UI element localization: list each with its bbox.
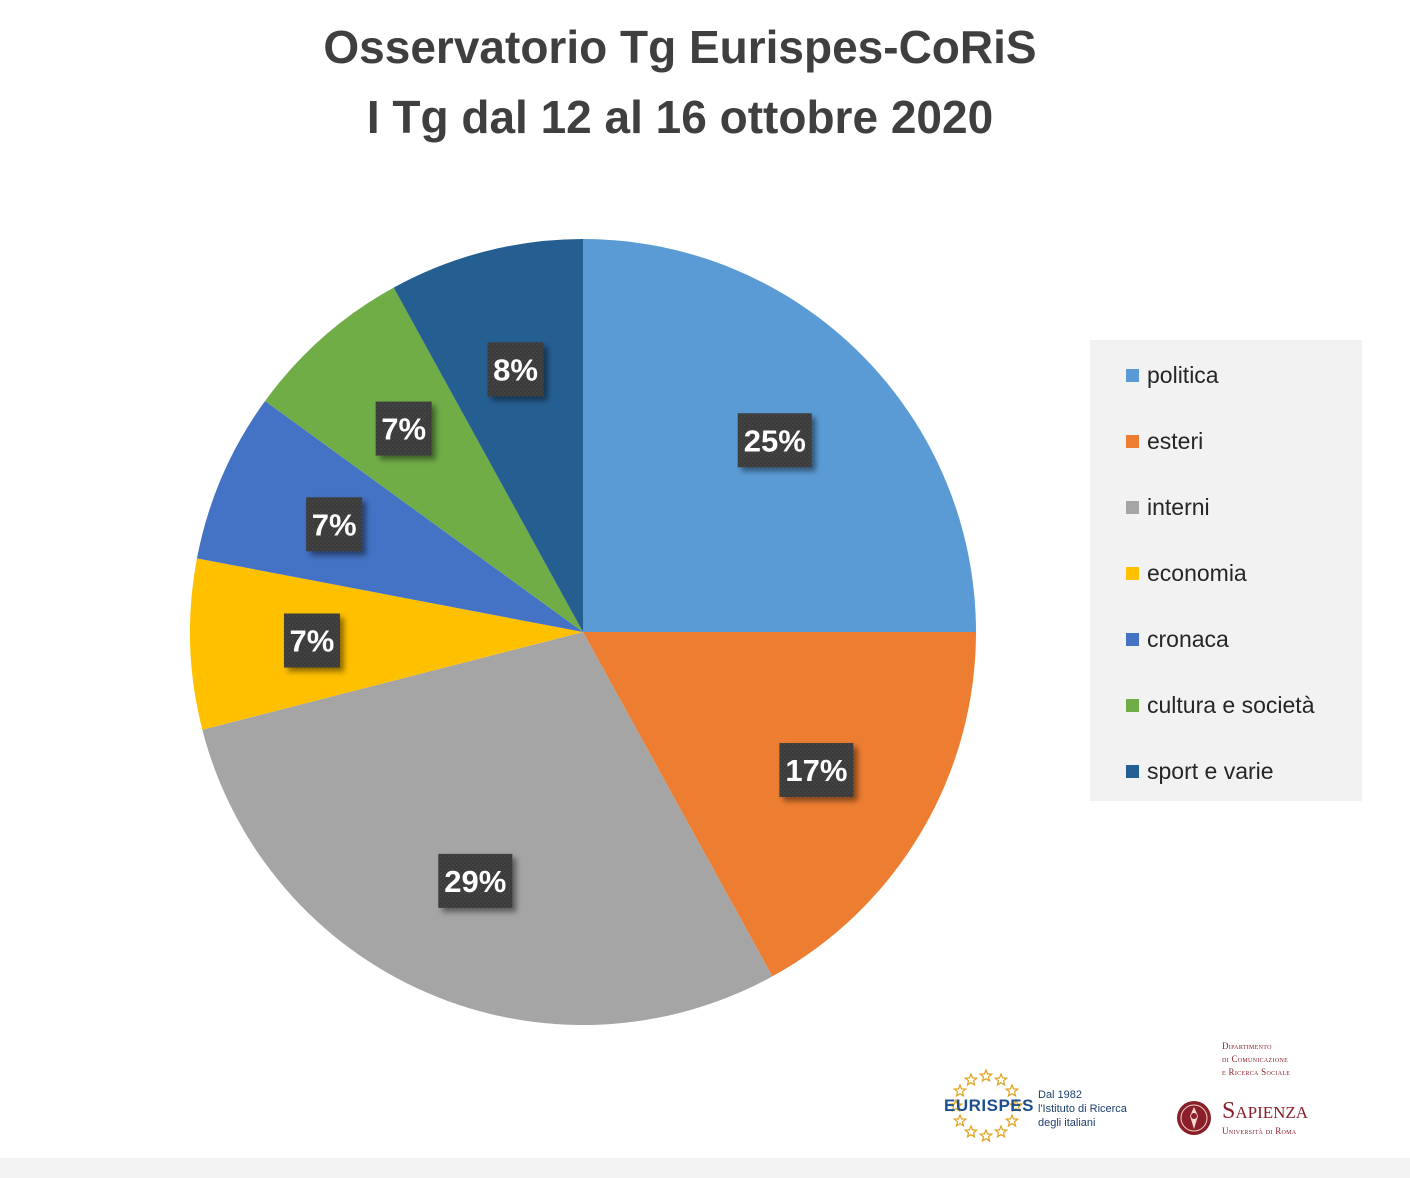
- sapienza-subtitle: Università di Roma: [1222, 1126, 1297, 1136]
- sapienza-wordmark: Sapienza: [1222, 1098, 1309, 1124]
- legend-label: interni: [1147, 493, 1210, 520]
- legend-label: cronaca: [1147, 625, 1229, 652]
- legend-label: sport e varie: [1147, 757, 1274, 784]
- star-icon: [1004, 1083, 1020, 1098]
- star-icon: [963, 1072, 979, 1087]
- legend-swatch: [1126, 368, 1139, 382]
- eurispes-tagline: Dal 1982 l'Istituto di Ricerca degli ita…: [1038, 1089, 1127, 1129]
- data-label-text: 7%: [381, 412, 426, 447]
- legend-label: esteri: [1147, 427, 1204, 454]
- legend-swatch: [1126, 500, 1139, 514]
- legend-item: interni: [1126, 492, 1210, 522]
- department-name: Dipartimento di Comunicazione e Ricerca …: [1222, 1041, 1291, 1077]
- star-icon: [993, 1072, 1009, 1087]
- legend-swatch: [1126, 434, 1139, 448]
- eurispes-stars-icon: [948, 1068, 1024, 1143]
- legend-item: economia: [1126, 558, 1247, 588]
- legend-item: cronaca: [1126, 624, 1229, 654]
- data-label: 29%: [438, 853, 513, 908]
- legend-label: cultura e società: [1147, 691, 1315, 718]
- legend-item: sport e varie: [1126, 756, 1274, 786]
- sapienza-logo: Dipartimento di Comunicazione e Ricerca …: [1172, 1040, 1342, 1150]
- pie-slice-economia: [190, 558, 583, 730]
- legend-swatch: [1126, 764, 1139, 778]
- data-label-text: 8%: [493, 352, 538, 387]
- data-label-box: [779, 743, 854, 798]
- data-label: 7%: [375, 401, 432, 456]
- data-label-box: [283, 613, 340, 668]
- eurispes-wordmark: EURISPES: [944, 1096, 1034, 1115]
- chart-title: Osservatorio Tg Eurispes-CoRiS: [323, 21, 1037, 73]
- data-label-text: 7%: [290, 624, 335, 659]
- data-label-text: 17%: [785, 753, 847, 788]
- legend-swatch: [1126, 566, 1139, 580]
- data-label-box: [737, 413, 812, 468]
- star-icon: [1008, 1098, 1024, 1113]
- legend-item: politica: [1126, 360, 1219, 390]
- pie-slice-cronaca: [196, 401, 583, 632]
- pie-slice-sport-e-varie: [393, 239, 583, 632]
- star-icon: [952, 1113, 968, 1128]
- data-label-text: 7%: [312, 507, 357, 542]
- data-label-box: [438, 853, 513, 908]
- legend-item: esteri: [1126, 426, 1203, 456]
- data-label: 17%: [779, 743, 854, 798]
- legend-label: economia: [1147, 559, 1247, 586]
- legend-item: cultura e società: [1126, 690, 1314, 720]
- star-icon: [1004, 1113, 1020, 1128]
- sapienza-seal-icon: [1177, 1101, 1211, 1135]
- data-label: 7%: [306, 497, 363, 552]
- data-label-box: [375, 401, 432, 456]
- chart-legend: politica esteri interni economia cronaca cult…: [1090, 340, 1362, 801]
- star-icon: [978, 1068, 994, 1083]
- eurispes-logo: EURISPES Dal 1982 l'Istituto di Ricerca …: [944, 1066, 1134, 1146]
- data-label: 7%: [283, 613, 340, 668]
- star-icon: [948, 1098, 964, 1113]
- star-icon: [978, 1128, 994, 1143]
- legend-swatch: [1126, 632, 1139, 646]
- footer-band: [0, 1158, 1410, 1178]
- data-label-text: 29%: [444, 864, 506, 899]
- data-label: 8%: [487, 342, 544, 397]
- star-icon: [952, 1083, 968, 1098]
- legend-swatch: [1126, 698, 1139, 712]
- pie-slice-cultura-e-societ-: [265, 287, 583, 632]
- pie-slice-esteri: [583, 632, 976, 977]
- data-label-text: 25%: [744, 423, 806, 458]
- star-icon: [993, 1124, 1009, 1139]
- data-label: 25%: [737, 413, 812, 468]
- pie-slice-interni: [202, 632, 773, 1025]
- data-label-box: [487, 342, 544, 397]
- data-label-box: [306, 497, 363, 552]
- star-icon: [963, 1124, 979, 1139]
- chart-subtitle: I Tg dal 12 al 16 ottobre 2020: [366, 91, 994, 143]
- legend-label: politica: [1147, 361, 1219, 388]
